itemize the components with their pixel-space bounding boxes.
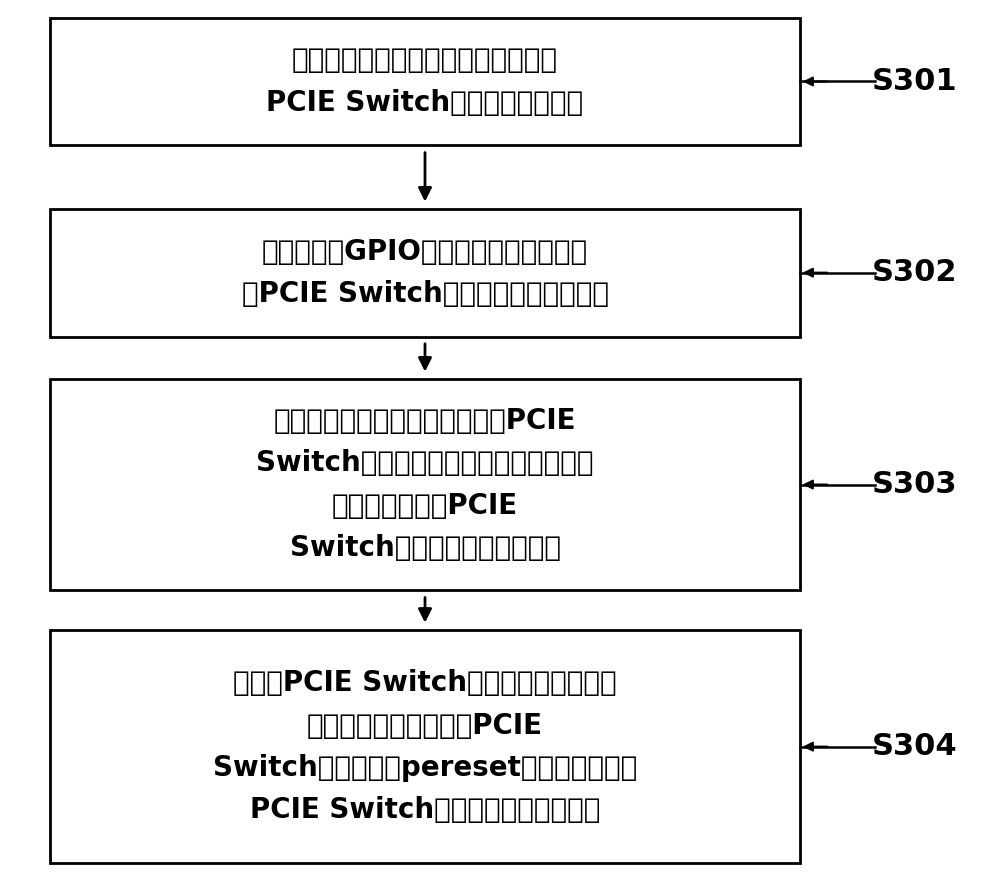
Bar [50,18,800,145]
Text: 将目标PCIE Switch扩展芯片复位使能信: 将目标PCIE Switch扩展芯片复位使能信 [233,670,617,697]
Text: S304: S304 [872,732,958,761]
Text: PCIE Switch扩展芯片进行复位操作: PCIE Switch扩展芯片进行复位操作 [250,796,600,824]
Text: PCIE Switch扩展芯片复位请求: PCIE Switch扩展芯片复位请求 [266,89,584,116]
Text: S301: S301 [872,67,958,96]
Text: Switch扩展芯片复位使能信息进行滤波: Switch扩展芯片复位使能信息进行滤波 [256,449,594,478]
Text: 成PCIE Switch扩展芯片复位使能信息: 成PCIE Switch扩展芯片复位使能信息 [242,280,608,307]
Text: S303: S303 [872,470,958,499]
Text: 息使能信息发送至目标PCIE: 息使能信息发送至目标PCIE [307,712,543,739]
Text: 通过将目标GPIO接口置为使能状态位生: 通过将目标GPIO接口置为使能状态位生 [262,238,588,265]
Bar [50,630,800,863]
Text: 处理，得到目标PCIE: 处理，得到目标PCIE [332,492,518,520]
Text: S302: S302 [872,258,958,287]
Text: Switch扩展芯片的pereset管脚，以对目标: Switch扩展芯片的pereset管脚，以对目标 [213,754,637,781]
Text: Switch扩展芯片复位使能信息: Switch扩展芯片复位使能信息 [290,534,560,562]
Bar [50,209,800,337]
Bar [50,379,800,590]
Text: 通过目标复杂可编程逻辑器件对PCIE: 通过目标复杂可编程逻辑器件对PCIE [274,407,576,435]
Text: 接收备份控制器端发生异常时发送的: 接收备份控制器端发生异常时发送的 [292,47,558,74]
